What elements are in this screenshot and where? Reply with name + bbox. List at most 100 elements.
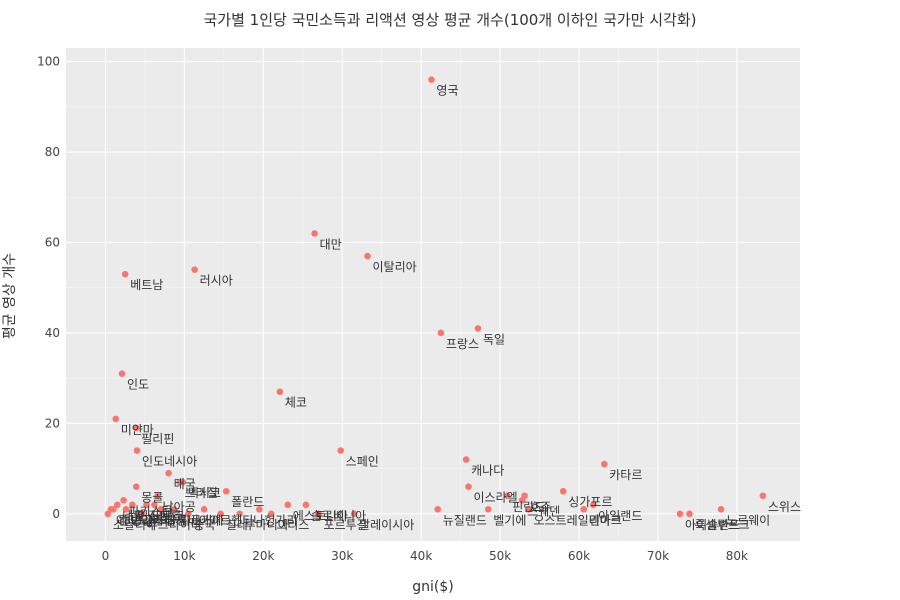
chart-title: 국가별 1인당 국민소득과 리액션 영상 평균 개수(100개 이하인 국가만 … <box>204 11 697 29</box>
data-point <box>465 483 472 491</box>
data-point <box>364 252 371 260</box>
data-point <box>200 506 208 513</box>
data-point <box>559 487 567 495</box>
data-point <box>580 506 588 513</box>
data-point <box>128 501 136 509</box>
data-point <box>165 469 172 477</box>
x-axis-title: gni($) <box>412 579 453 595</box>
data-point <box>217 510 224 518</box>
data-point <box>120 496 127 504</box>
y-tick-label: 0 <box>52 507 60 521</box>
data-point <box>717 506 725 513</box>
data-point <box>759 492 767 500</box>
point-label: 노르웨이 <box>726 513 770 527</box>
data-point <box>191 266 198 273</box>
point-label: 루마니아 <box>245 518 289 532</box>
data-point <box>179 478 187 486</box>
point-label: 몽골 <box>141 491 163 505</box>
x-axis-ticks: 0 10k 20k 30k 40k 50k 60k 70k 80k <box>102 549 748 563</box>
plot-area <box>66 48 800 541</box>
data-point <box>133 447 141 454</box>
point-label: 소말리아 <box>113 518 157 532</box>
x-tick-label: 70k <box>647 549 669 563</box>
point-label: 폴란드 <box>231 495 264 509</box>
data-point <box>437 329 445 337</box>
point-label: 스페인 <box>346 455 379 469</box>
point-label: 네팔 <box>122 509 144 523</box>
data-point <box>350 510 358 518</box>
point-label: 모로코 <box>152 509 185 523</box>
point-label: 인도 <box>127 378 149 392</box>
y-axis-ticks: 0 20 40 60 80 100 <box>37 55 60 521</box>
point-label: 카타르 <box>609 468 642 482</box>
point-label: 방글라데시 <box>131 513 186 527</box>
data-point <box>276 388 284 396</box>
data-point <box>428 76 435 83</box>
point-label: 이집트 <box>137 509 170 523</box>
data-point <box>138 510 146 518</box>
point-label: 페루 <box>159 509 181 523</box>
point-label: 필리핀 <box>141 432 174 446</box>
data-point <box>503 492 511 500</box>
point-label: 싱가포르 <box>568 495 612 509</box>
grid <box>66 48 800 541</box>
data-point <box>589 501 597 509</box>
data-point <box>311 230 318 237</box>
point-label: 그리스 <box>276 518 309 532</box>
point-label: 콜롬비아 <box>166 513 210 527</box>
data-point <box>256 506 263 513</box>
y-tick-label: 80 <box>45 145 60 159</box>
point-label: 뉴질랜드 <box>443 513 487 527</box>
point-label: 에스토니아 <box>293 509 348 523</box>
x-tick-label: 80k <box>726 549 748 563</box>
data-point <box>484 506 492 513</box>
data-point <box>132 483 140 491</box>
point-label: 우크라이나 <box>147 518 202 532</box>
data-point <box>267 510 275 518</box>
data-point <box>154 492 161 500</box>
data-point <box>686 510 693 518</box>
x-tick-label: 10k <box>173 549 195 563</box>
point-label: 슬로베니아 <box>311 509 366 523</box>
y-tick-label: 100 <box>37 55 60 69</box>
point-label: 미얀마 <box>121 423 154 437</box>
point-label: 태국 <box>174 477 196 491</box>
data-points <box>104 76 767 518</box>
point-label: 에티오피아 <box>116 513 171 527</box>
x-tick-label: 30k <box>331 549 353 563</box>
point-label: 헝가리 <box>264 513 297 527</box>
x-tick-label: 40k <box>410 549 432 563</box>
x-tick-label: 50k <box>489 549 511 563</box>
point-label: 체코 <box>285 396 307 410</box>
data-point <box>676 510 684 518</box>
data-point <box>600 460 608 468</box>
data-point <box>104 510 112 518</box>
point-label: 덴마크 <box>589 513 622 527</box>
point-label: 아이슬란드 <box>685 518 740 532</box>
point-label: 룩셈부르크 <box>695 518 750 532</box>
data-point <box>518 496 526 504</box>
data-point <box>462 456 470 463</box>
point-label: 영국 <box>436 84 458 98</box>
point-label: 말레이시아 <box>359 518 414 532</box>
point-label: 인도네시아 <box>142 455 197 469</box>
y-axis-title: 평균 영상 개수 <box>2 253 18 339</box>
point-label: 캄보디아 <box>118 513 162 527</box>
point-label: 스웨덴 <box>527 504 560 518</box>
point-label: 벨기에 <box>493 513 526 527</box>
point-label: 프랑스 <box>446 337 479 351</box>
point-label: 러시아 <box>200 274 233 288</box>
data-point <box>170 506 178 513</box>
point-label: 남아공 <box>163 500 196 514</box>
data-point <box>434 506 442 513</box>
data-point <box>222 487 230 495</box>
data-point <box>132 424 140 432</box>
y-tick-label: 40 <box>45 326 60 340</box>
x-tick-label: 60k <box>568 549 590 563</box>
point-label: 튀르키예 <box>179 513 223 527</box>
point-label: 브라질 <box>185 486 218 500</box>
data-point <box>525 506 532 513</box>
point-label: 대만 <box>320 237 342 251</box>
